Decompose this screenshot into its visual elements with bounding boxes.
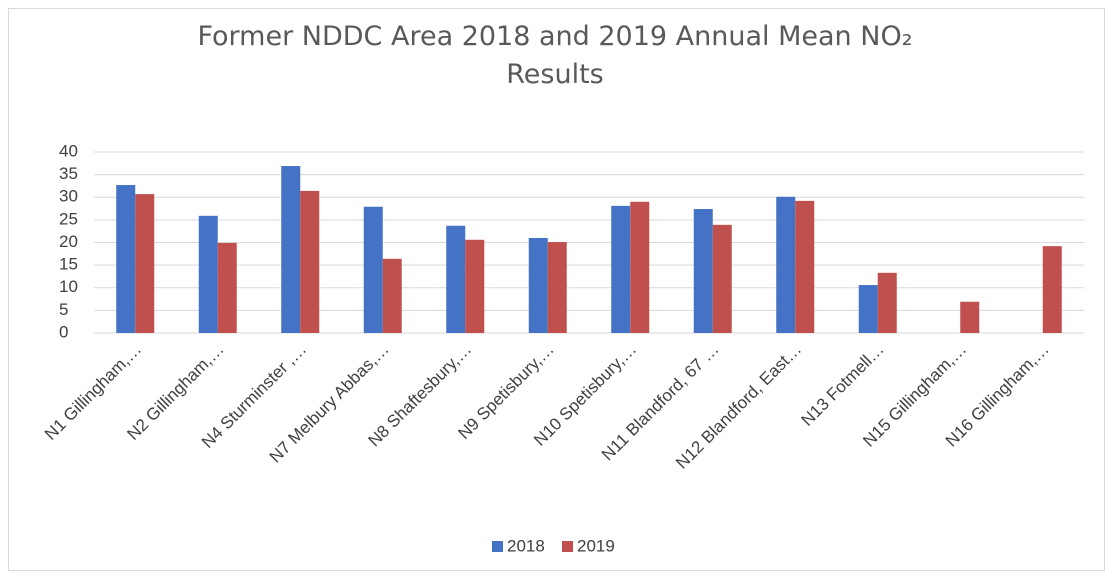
bar [217,242,237,333]
y-tick-label: 15 [59,255,78,274]
y-tick-label: 25 [59,209,78,228]
legend-swatch [562,541,573,552]
legend-swatch [492,541,503,552]
bar [547,242,567,333]
bar [446,225,466,333]
y-tick-label: 30 [59,187,78,206]
chart-border [8,8,1105,571]
y-tick-label: 10 [59,277,78,296]
bar [795,200,815,333]
bar [611,205,631,333]
bar [776,196,796,333]
y-tick-label: 35 [59,164,78,183]
bar [630,201,650,333]
x-tick-label: N13 Fotmell… [797,340,887,430]
bar [363,206,383,333]
bar [528,237,548,333]
y-tick-label: 40 [59,141,78,160]
bar [693,209,713,333]
legend-label: 2019 [577,536,615,555]
bar [300,190,320,333]
bar [281,166,301,333]
bar [877,272,897,333]
y-tick-label: 5 [59,300,68,319]
bar [198,215,218,333]
legend-label: 2018 [507,536,545,555]
y-tick-label: 0 [59,322,68,341]
bar [858,285,878,333]
bar [1042,246,1062,333]
bar [712,224,732,333]
y-tick-label: 20 [59,232,78,251]
bar [465,239,485,333]
bar [382,258,402,333]
bar [116,185,136,333]
bar [135,194,155,333]
chart-title: Former NDDC Area 2018 and 2019 Annual Me… [197,21,913,90]
bar [960,301,980,333]
